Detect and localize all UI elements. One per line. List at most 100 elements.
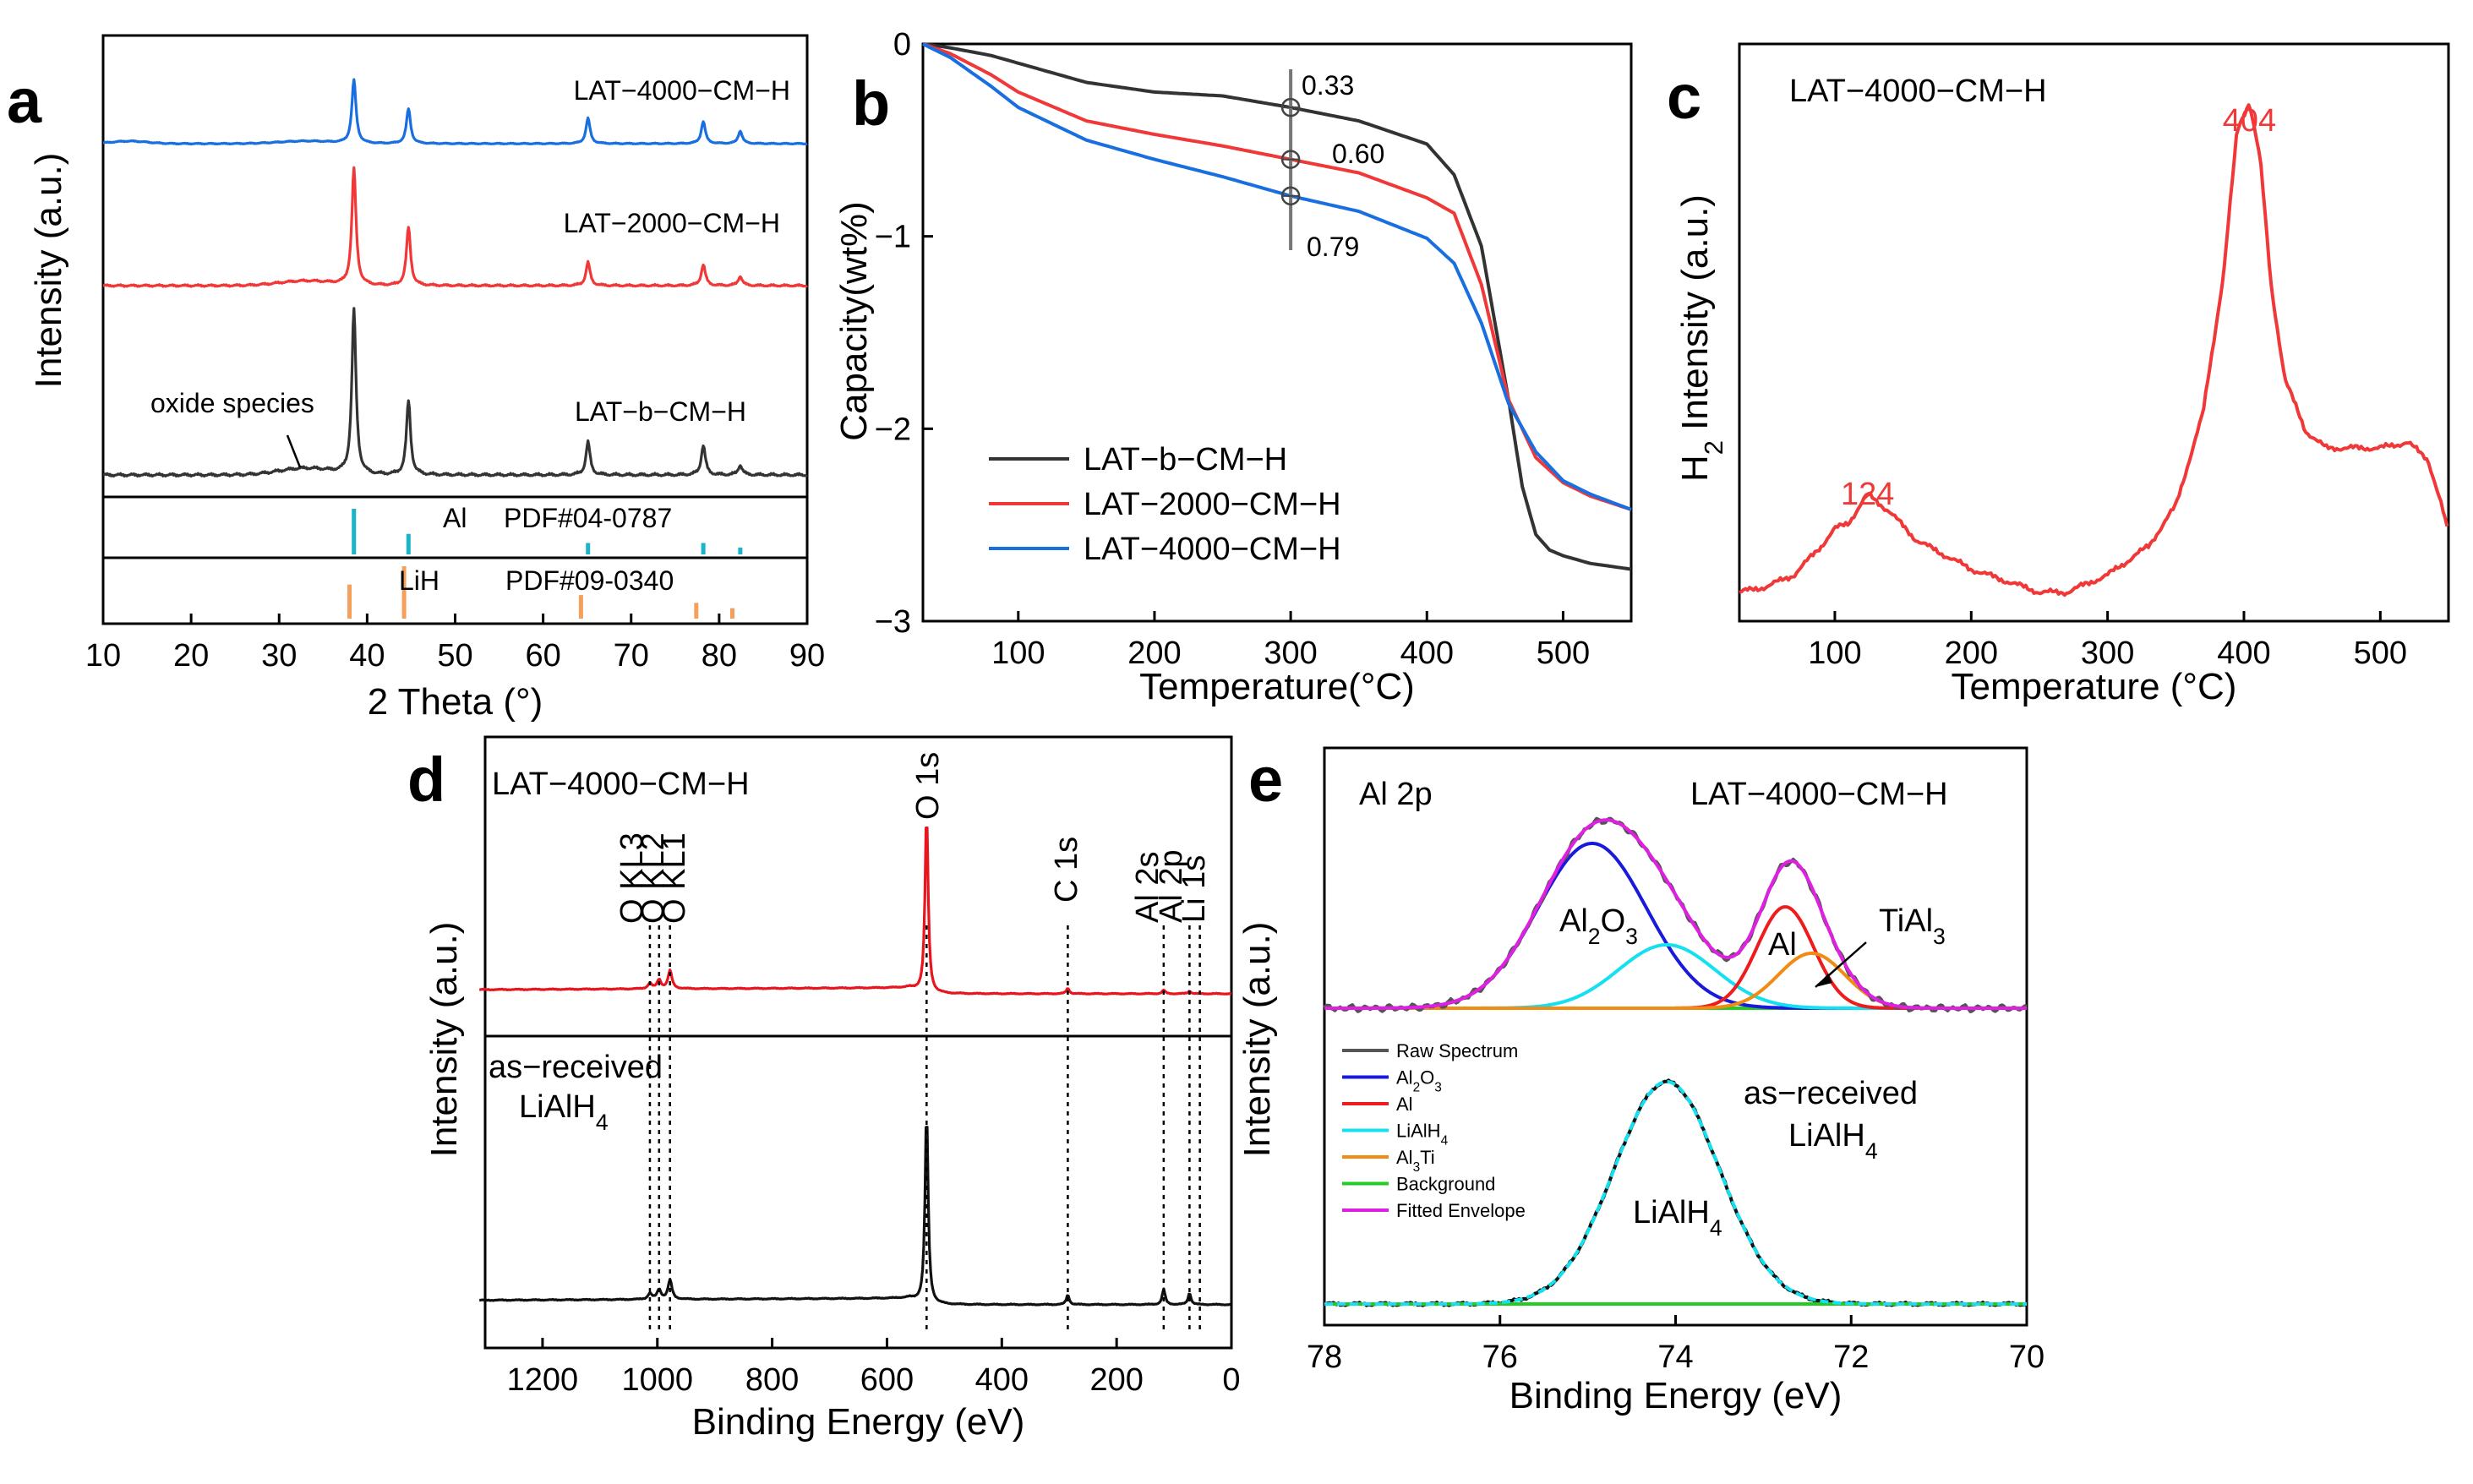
panel-d-peak-label: O KL2	[636, 832, 671, 924]
panel-d-xtick-label: 400	[975, 1362, 1029, 1398]
panel-c-xtick-label: 400	[2217, 636, 2270, 671]
panel-d-label: d	[407, 745, 445, 815]
panel-a-series-LAT-b-CM-H	[102, 307, 809, 478]
panel-a-xtick-label: 30	[261, 638, 297, 674]
panel-d-series-label: LiAlH4	[519, 1089, 609, 1135]
panel-d-ylabel: Intensity (a.u.)	[423, 922, 465, 1158]
panel-e-xtick-label: 70	[2009, 1339, 2044, 1375]
panel-b-xtick-label: 100	[991, 636, 1045, 671]
panel-e-frame	[1323, 746, 2028, 1327]
panel-c: c 100 200 300 400 500 Temperature (°C) H2 Inten…	[1667, 42, 2450, 707]
panel-a-label: a	[7, 66, 42, 136]
panel-b-label: b	[852, 68, 890, 139]
panel-a-ref-phase: Al	[443, 503, 467, 533]
panel-d-peak-label: Al 2s	[1130, 852, 1166, 923]
panel-a-xtick-label: 90	[789, 638, 825, 674]
panel-b-ytick-label: −3	[875, 604, 911, 640]
panel-e-component-Al3Ti	[1324, 952, 2027, 1010]
panel-d-series-label: LAT−4000−CM−H	[492, 767, 750, 802]
panel-a-series-LAT-2000-CM-H	[102, 166, 808, 288]
panel-b-xtick-label: 300	[1264, 636, 1317, 671]
panel-a-ref-phase: LiH	[399, 565, 439, 596]
panel-a-xtick-label: 80	[702, 638, 737, 674]
panel-a-ylabel: Intensity (a.u.)	[28, 153, 69, 389]
panel-a-xlabel: 2 Theta (°)	[368, 681, 543, 723]
panel-d-series-as-received	[479, 1126, 1232, 1307]
panel-a-ref-pdf: PDF#04-0787	[504, 503, 672, 533]
panel-e: e 78 76 74 72 70 Binding Energy (eV) Intensity …	[1236, 745, 2044, 1416]
panel-e-envelope	[1324, 818, 2027, 1010]
panel-e-legend-label: LiAlH4	[1396, 1121, 1449, 1148]
panel-e-xtick-label: 72	[1833, 1339, 1869, 1375]
panel-e-legend-label: Al3Ti	[1396, 1147, 1435, 1175]
panel-d-xtick-label: 1200	[507, 1362, 579, 1398]
panel-a: a 10 20 30 40 50 60 70 80 90 2 Theta (°) Intensity …	[7, 34, 825, 723]
panel-c-frame	[1738, 42, 2450, 623]
panel-e-lower-label: as−received	[1744, 1076, 1918, 1111]
panel-d-peak-label: O KL1	[657, 832, 692, 924]
panel-d-xtick-label: 600	[860, 1362, 914, 1398]
panel-b: b 100 200 300 400 500 0 −1 −2 −3 Temperature(°C) Ca…	[833, 27, 1633, 707]
panel-b-xlabel: Temperature(°C)	[1139, 666, 1415, 707]
panel-d-series-label: as−received	[489, 1050, 663, 1085]
panel-a-xtick-label: 60	[525, 638, 560, 674]
panel-a-xtick-label: 20	[173, 638, 209, 674]
panel-d-xtick-label: 200	[1089, 1362, 1143, 1398]
panel-a-ref-pdf: PDF#09-0340	[505, 565, 674, 596]
panel-b-annotation: 0.79	[1307, 232, 1359, 262]
panel-c-title: LAT−4000−CM−H	[1789, 74, 2047, 109]
panel-a-xtick-label: 70	[614, 638, 649, 674]
panel-b-annotation: 0.60	[1332, 139, 1384, 169]
panel-b-xtick-label: 500	[1537, 636, 1590, 671]
panel-e-tial3-arrowhead	[1815, 974, 1832, 987]
panel-d-frame	[483, 735, 1233, 1350]
panel-e-label-al2o3: Al2O3	[1559, 903, 1638, 949]
panel-e-xtick-label: 74	[1657, 1339, 1693, 1375]
panel-b-annotation: 0.33	[1302, 70, 1354, 101]
panel-e-label: e	[1248, 745, 1283, 815]
panel-d-peak-label: O 1s	[910, 752, 946, 820]
panel-e-title: Al 2p	[1359, 777, 1433, 812]
panel-c-xtick-label: 500	[2354, 636, 2407, 671]
panel-c-xtick-label: 100	[1808, 636, 1861, 671]
panel-b-ytick-label: 0	[893, 27, 911, 63]
panel-d-series-treated	[479, 826, 1232, 996]
panel-d: d 1200 1000 800 600 400 200 0 Binding Energy (eV…	[407, 735, 1241, 1443]
panel-c-series-h2	[1739, 103, 2449, 597]
panel-e-xlabel: Binding Energy (eV)	[1509, 1375, 1842, 1416]
panel-e-sample: LAT−4000−CM−H	[1690, 777, 1948, 812]
panel-e-lower-peak-label: LiAlH4	[1633, 1195, 1722, 1241]
panel-c-xlabel: Temperature (°C)	[1952, 666, 2237, 707]
panel-b-legend-label: LAT−4000−CM−H	[1084, 532, 1341, 567]
panel-c-xtick-label: 200	[1945, 636, 1998, 671]
panel-e-legend-label: Background	[1396, 1174, 1495, 1195]
panel-e-legend-label: Al	[1396, 1094, 1413, 1115]
panel-a-xtick-label: 10	[85, 638, 121, 674]
panel-d-peak-label: Al 2p	[1154, 849, 1189, 923]
panel-e-legend-label: Raw Spectrum	[1396, 1040, 1518, 1061]
panel-c-peak-label: 404	[2223, 103, 2276, 139]
panel-e-legend-label: Fitted Envelope	[1396, 1200, 1526, 1221]
panel-b-ylabel: Capacity(wt%)	[833, 201, 875, 441]
panel-d-peak-label: Li 1s	[1176, 855, 1212, 923]
panel-b-series-LAT-b-CM-H	[922, 42, 1632, 571]
panel-e-legend-label: Al2O3	[1396, 1067, 1442, 1095]
panel-b-legend-label: LAT−b−CM−H	[1084, 442, 1287, 477]
panel-a-oxide-label: oxide species	[150, 388, 314, 418]
panel-d-peak-label: O KL3	[614, 832, 650, 924]
panel-e-lower-fit	[1324, 1079, 2027, 1306]
panel-a-xtick-label: 50	[437, 638, 472, 674]
panel-e-label-tial3: TiAl3	[1879, 903, 1946, 949]
panel-b-legend-label: LAT−2000−CM−H	[1084, 487, 1341, 522]
panel-c-xtick-label: 300	[2081, 636, 2134, 671]
panel-a-series-label: LAT−4000−CM−H	[574, 75, 790, 106]
panel-d-peak-label: C 1s	[1049, 837, 1084, 903]
panel-a-oxide-pointer	[286, 434, 302, 468]
panel-b-xtick-label: 400	[1400, 636, 1454, 671]
panel-b-frame	[921, 42, 1633, 623]
panel-c-ylabel: H2 Intensity (a.u.)	[1674, 194, 1728, 482]
panel-a-series-label: LAT−b−CM−H	[575, 396, 746, 427]
panel-e-lower-label: LiAlH4	[1788, 1118, 1878, 1164]
panel-c-peak-label: 124	[1841, 477, 1894, 512]
